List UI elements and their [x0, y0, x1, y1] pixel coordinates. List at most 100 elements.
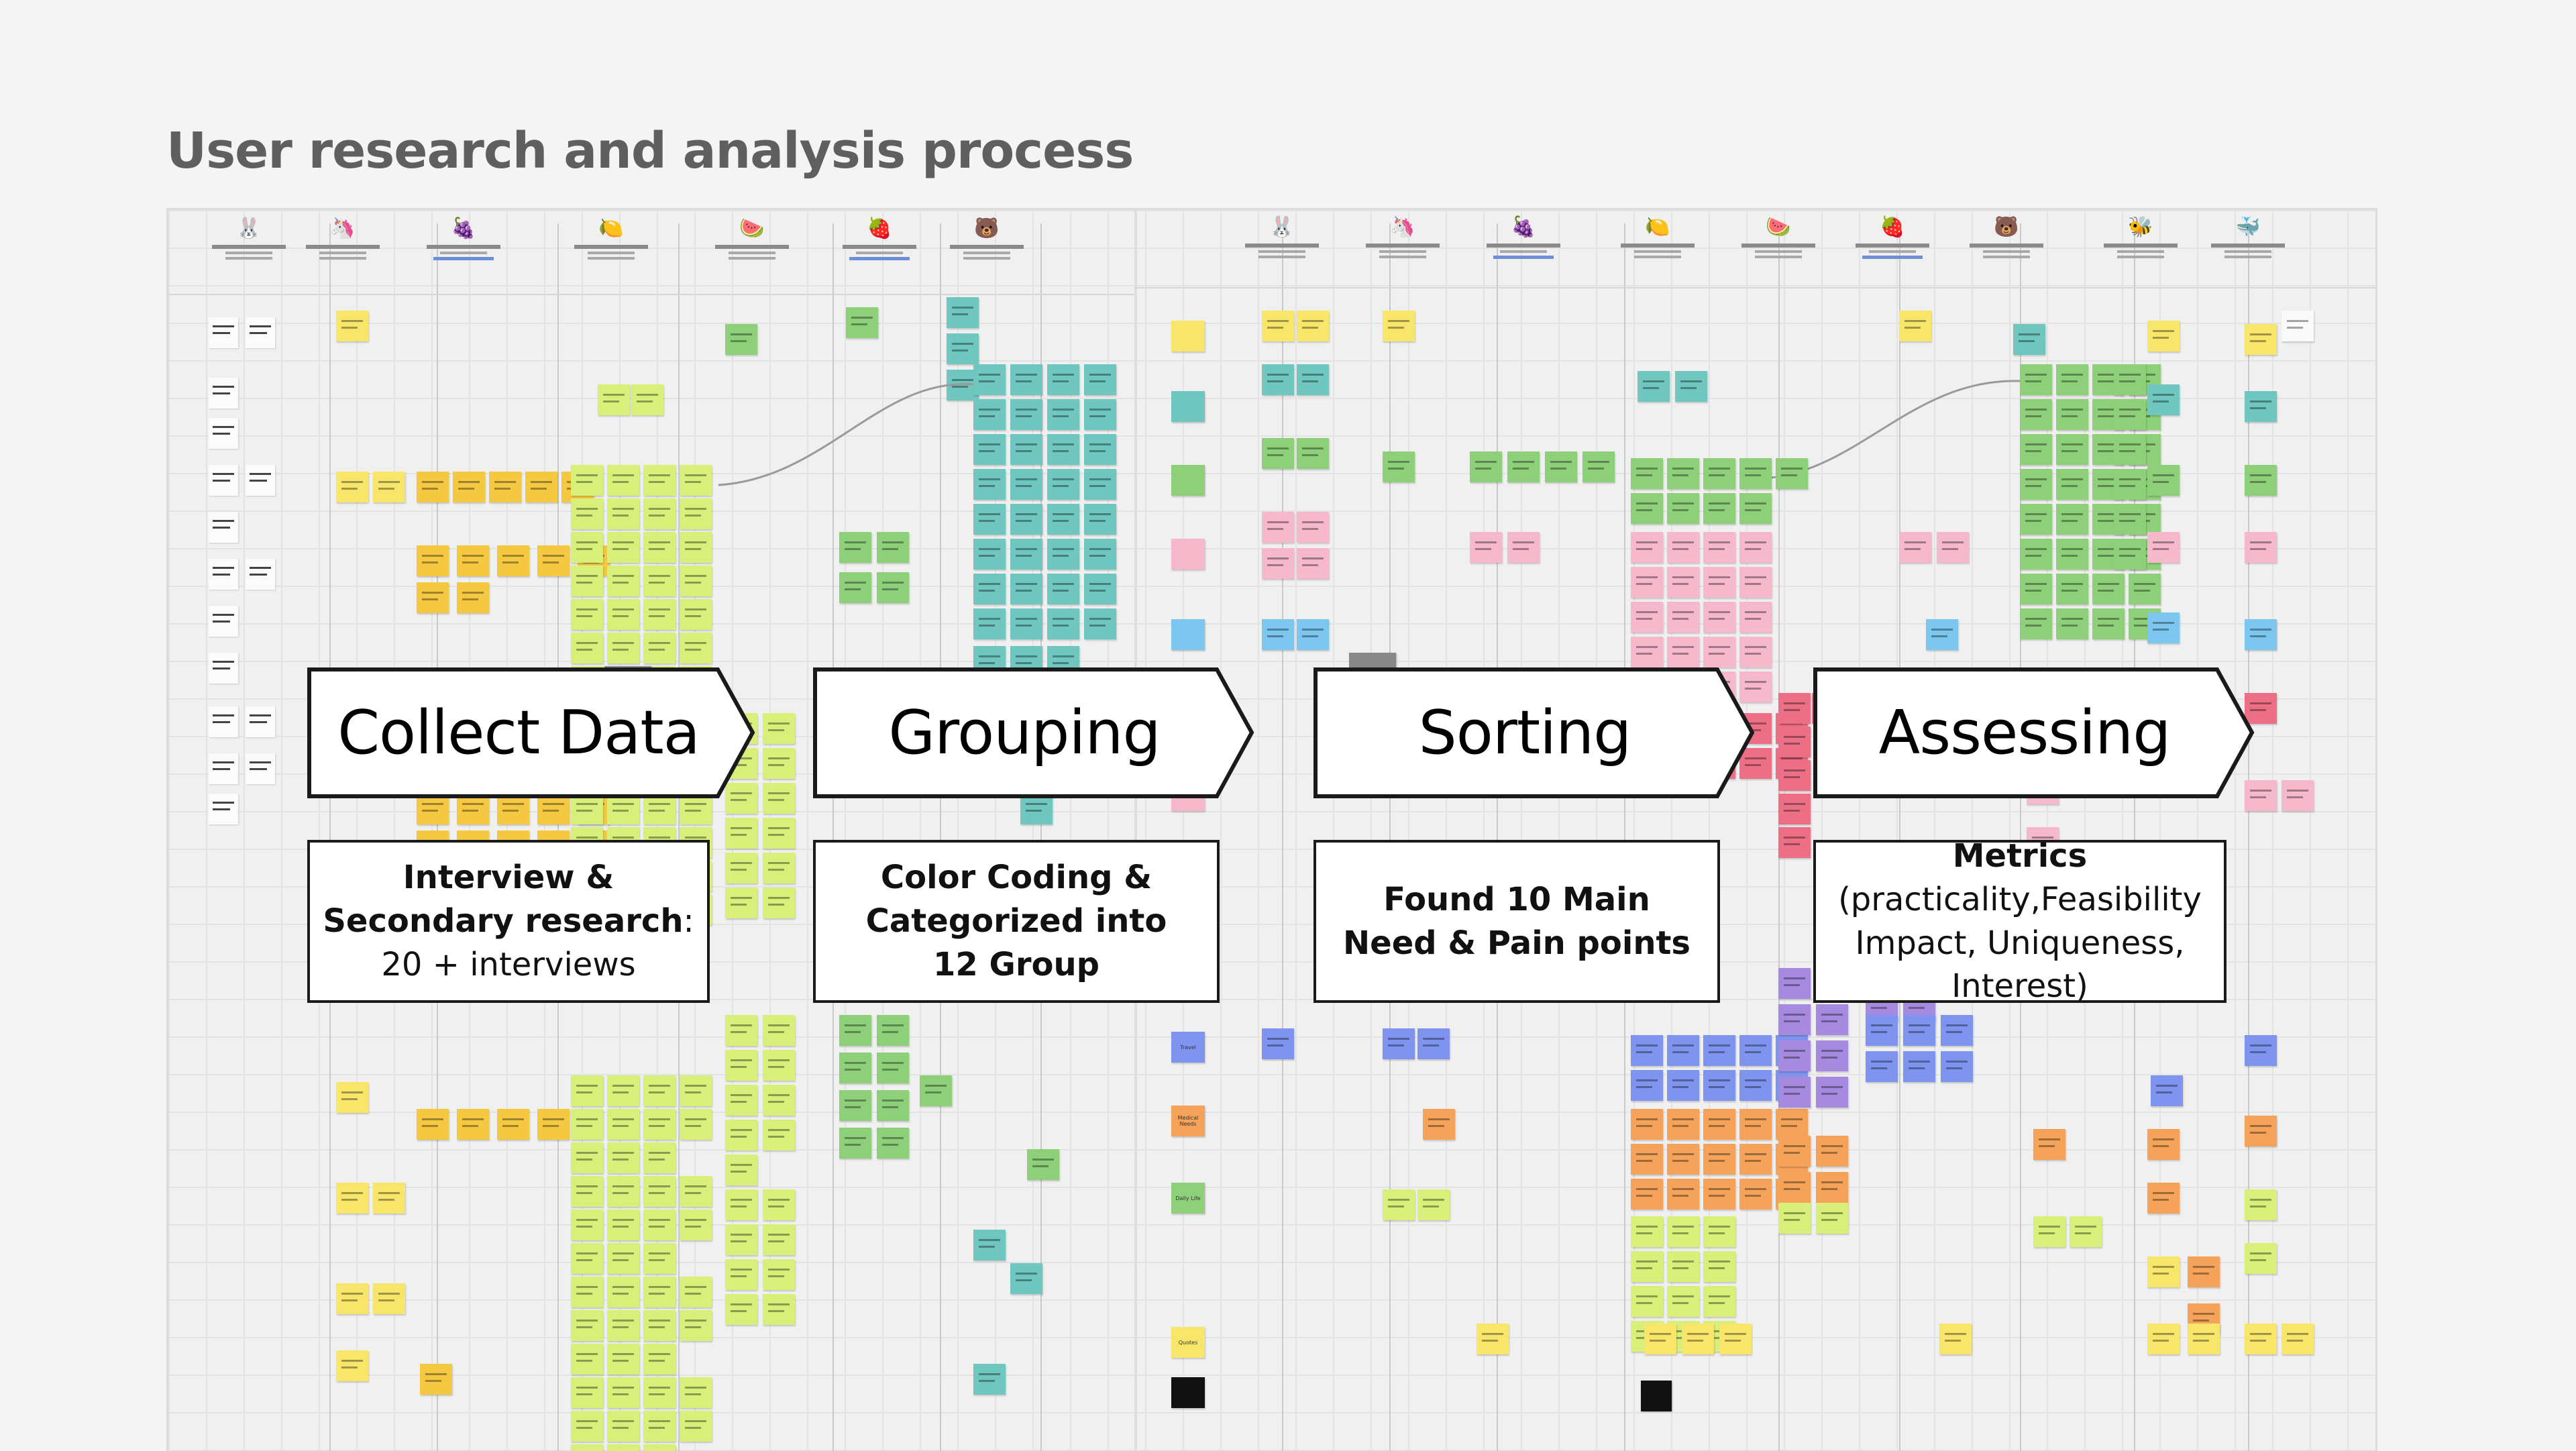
sticky-note: [725, 1085, 757, 1116]
sticky-note: [725, 1015, 757, 1046]
persona-card: 🍓: [812, 215, 947, 303]
watermelon-icon: 🍉: [739, 217, 765, 240]
sticky-note: [607, 1243, 639, 1274]
sticky-note: [2020, 504, 2052, 535]
sticky-note: [1739, 1035, 1772, 1066]
sticky-note: [1719, 1324, 1752, 1354]
sticky-note: [973, 504, 1006, 535]
sticky-note: [2020, 364, 2052, 395]
stage-assessing-chevron[interactable]: Assessing: [1813, 667, 2256, 798]
sticky-note: [680, 1109, 712, 1140]
sticky-note: [336, 1082, 368, 1113]
sticky-note: [373, 472, 405, 502]
sticky-note: [1507, 532, 1540, 563]
sticky-note: [2245, 1035, 2277, 1066]
grapes-icon: 🍇: [1511, 215, 1536, 239]
sticky-note: [1631, 1251, 1663, 1282]
sticky-note: [607, 1344, 639, 1375]
category-label-note: [1171, 1377, 1205, 1408]
sticky-note: [1047, 574, 1079, 604]
stage-assessing-description: Metrics (practicality,Feasibility Impact…: [1813, 837, 2226, 1005]
research-board[interactable]: 🐰 🦄 🍇 🍋 🍉 🍓 🐻 🐰 🦄 🍇 🍋 🍉 🍓 🐻 🐝 🐳 Travel Medical Needs Daily…: [166, 208, 2377, 1451]
sticky-note: [839, 1053, 871, 1083]
sticky-note: [2056, 504, 2088, 535]
sticky-note: [1417, 1028, 1450, 1059]
sticky-note: [1703, 1070, 1735, 1101]
sticky-note: [2245, 1189, 2277, 1220]
persona-card: 🍉: [685, 215, 819, 303]
interview-note: [246, 706, 275, 737]
sticky-note: [2033, 1216, 2065, 1247]
sticky-note: [1047, 539, 1079, 570]
sticky-note: [1010, 608, 1042, 639]
stage-sorting-chevron[interactable]: Sorting: [1313, 667, 1756, 798]
sticky-note: [2114, 504, 2146, 535]
sticky-note: [1703, 1286, 1735, 1317]
sticky-note: [680, 794, 712, 824]
bear-icon: 🐻: [974, 217, 1000, 240]
sticky-note: [947, 297, 979, 328]
bear-icon: 🐻: [1994, 215, 2019, 239]
sticky-note: [607, 794, 639, 824]
sticky-note: [1631, 1179, 1663, 1210]
sticky-note: [2147, 1324, 2180, 1354]
category-label-note: [1171, 465, 1205, 496]
sticky-note: [497, 1109, 529, 1140]
sticky-note: [2245, 391, 2277, 422]
sticky-note: [1939, 1324, 1972, 1354]
sticky-note: [725, 324, 757, 355]
sticky-note: [1739, 637, 1772, 667]
interview-note: [209, 606, 238, 637]
sticky-note: [1778, 1203, 1811, 1234]
sticky-note: [2129, 574, 2161, 604]
sticky-note: [1776, 458, 1808, 489]
sticky-note: [417, 794, 449, 824]
sticky-note: [571, 599, 603, 630]
sticky-note: [2147, 612, 2180, 643]
interview-note: [209, 418, 238, 449]
sticky-note: [1470, 451, 1502, 482]
sticky-note: [643, 532, 676, 563]
sticky-note: [571, 1243, 603, 1274]
sticky-note: [2245, 465, 2277, 496]
whale-icon: 🐳: [2235, 215, 2261, 239]
sticky-note: [1084, 469, 1116, 500]
sticky-note: [607, 1277, 639, 1307]
sticky-note: [417, 582, 449, 613]
sticky-note: [2151, 1075, 2183, 1106]
sticky-note: [1631, 1035, 1663, 1066]
sticky-note: [607, 1444, 639, 1451]
interview-note: [209, 753, 238, 784]
sticky-note: [725, 1259, 757, 1290]
row-divider: [168, 294, 1134, 295]
stage-grouping-chevron[interactable]: Grouping: [813, 667, 1256, 798]
sticky-note: [336, 1350, 368, 1381]
sticky-note: [643, 794, 676, 824]
category-label-note: [1171, 391, 1205, 422]
sticky-note: [336, 1183, 368, 1214]
sticky-note: [1383, 1028, 1415, 1059]
sticky-note: [2056, 399, 2088, 430]
sticky-note: [973, 608, 1006, 639]
sticky-note: [680, 1277, 712, 1307]
sticky-note: [1262, 512, 1294, 543]
sticky-note: [763, 1294, 795, 1325]
watermelon-icon: 🍉: [1766, 215, 1791, 239]
sticky-note: [2070, 1216, 2102, 1247]
sticky-note: [1084, 539, 1116, 570]
stage-collect-data-chevron[interactable]: Collect Data: [307, 667, 757, 798]
sticky-note: [680, 498, 712, 529]
persona-card: 🦄: [276, 215, 410, 303]
sticky-note: [763, 713, 795, 744]
sticky-note: [643, 599, 676, 630]
sticky-note: [1703, 602, 1735, 633]
sticky-note: [2056, 469, 2088, 500]
sticky-note: [1667, 1070, 1699, 1101]
sticky-note: [877, 532, 909, 563]
persona-card: 🍉: [1711, 214, 1845, 301]
stage-collect-data-description: Interview & Secondary research: 20 + int…: [307, 840, 710, 1003]
sticky-note: [973, 364, 1006, 395]
sticky-note: [2245, 693, 2277, 724]
sticky-note: [1816, 1172, 1848, 1203]
sticky-note: [1383, 451, 1415, 482]
